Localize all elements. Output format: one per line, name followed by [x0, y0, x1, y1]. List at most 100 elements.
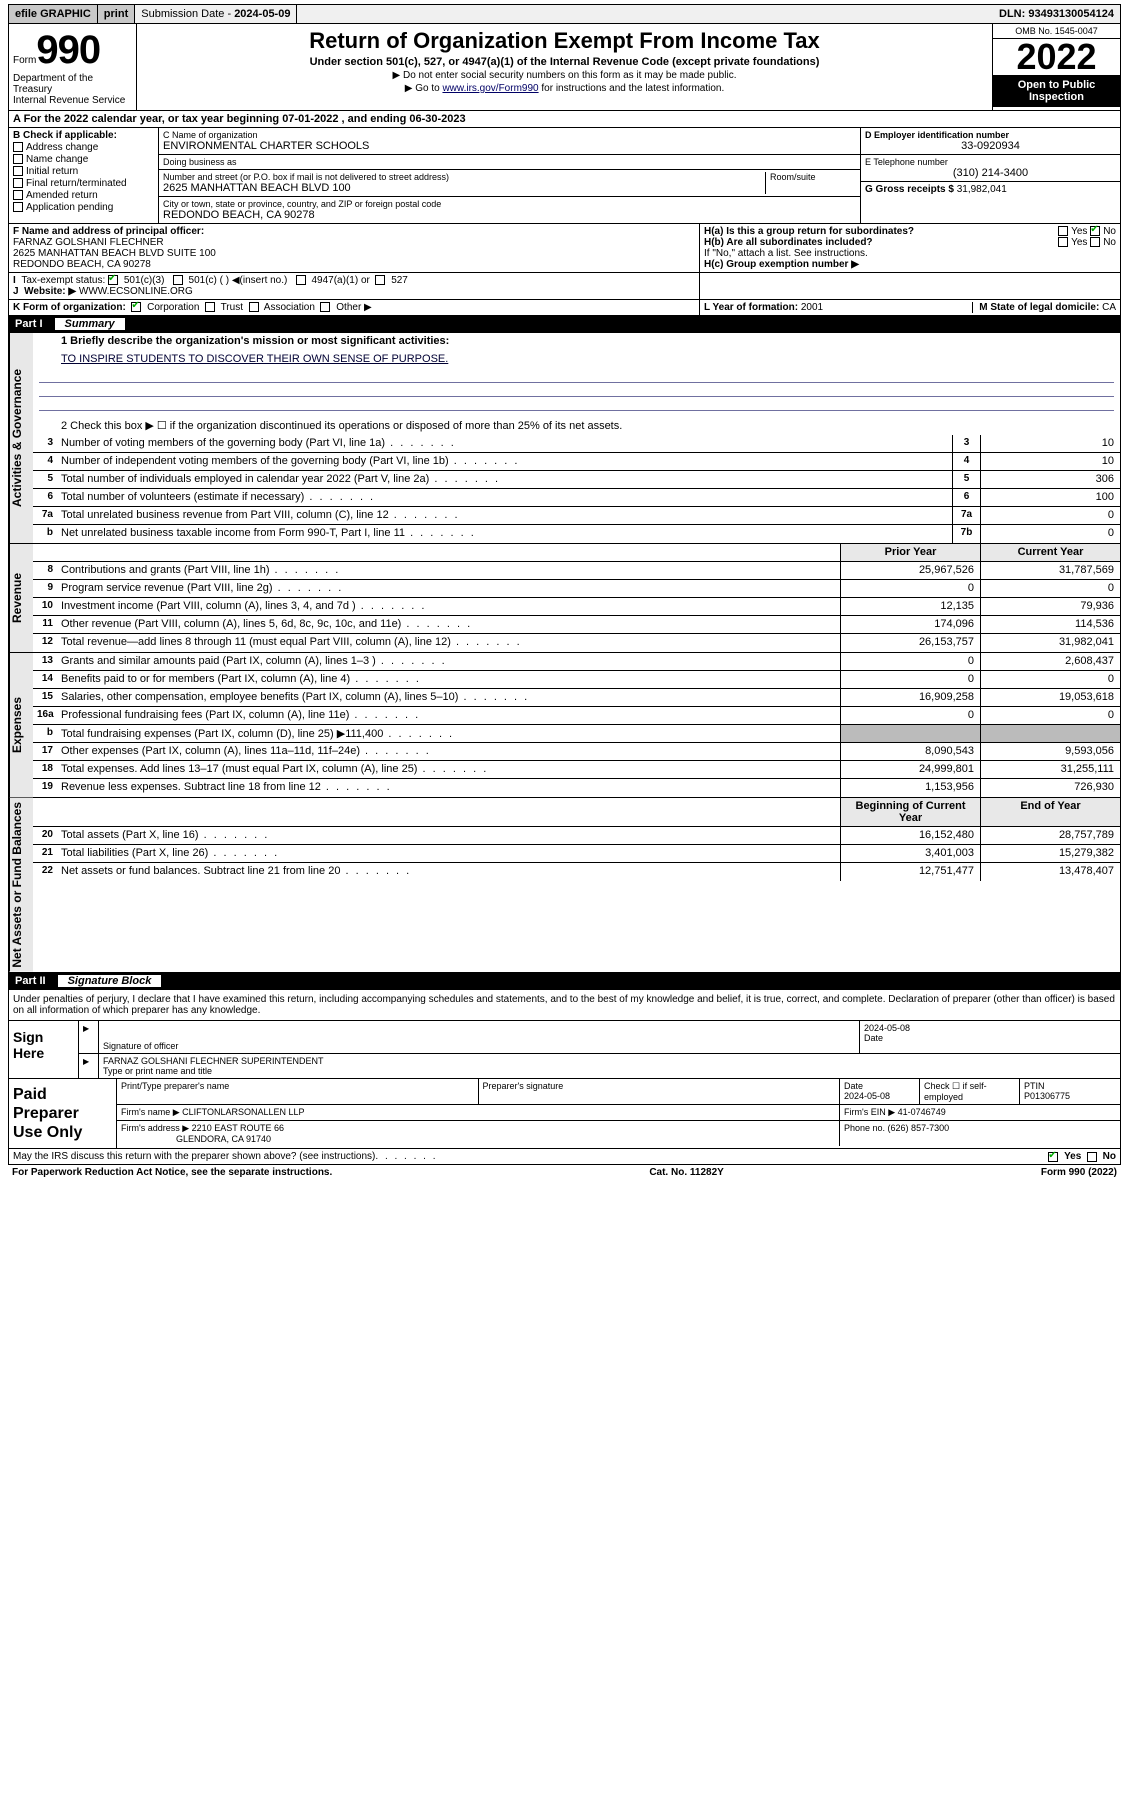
opt-corporation: Corporation	[147, 302, 199, 313]
city-label: City or town, state or province, country…	[163, 199, 856, 209]
line-value: 100	[980, 489, 1120, 506]
chk-trust[interactable]	[205, 302, 215, 312]
line-text: Total fundraising expenses (Part IX, col…	[57, 725, 840, 742]
chk-association[interactable]	[249, 302, 259, 312]
sign-here-block: Sign Here Signature of officer 2024-05-0…	[8, 1021, 1121, 1079]
submission-label: Submission Date -	[141, 8, 234, 20]
summary-row: b Total fundraising expenses (Part IX, c…	[33, 725, 1120, 743]
summary-row: 16a Professional fundraising fees (Part …	[33, 707, 1120, 725]
ha-yes[interactable]	[1058, 226, 1068, 236]
firm-ein-label: Firm's EIN ▶	[844, 1107, 895, 1117]
line-num: 18	[33, 761, 57, 778]
governance-block: Activities & Governance 1 Briefly descri…	[8, 333, 1121, 544]
discuss-yes[interactable]	[1048, 1152, 1058, 1162]
efile-button[interactable]: efile GRAPHIC	[9, 5, 98, 23]
form-org-label: K Form of organization:	[13, 302, 126, 313]
discuss-no[interactable]	[1087, 1152, 1097, 1162]
prep-phone-label: Phone no.	[844, 1123, 888, 1133]
line-text: Total unrelated business revenue from Pa…	[57, 507, 952, 524]
mission-blank-line	[39, 369, 1114, 383]
no-label: No	[1103, 226, 1116, 237]
line-num: b	[33, 725, 57, 742]
tab-net-assets: Net Assets or Fund Balances	[9, 798, 33, 972]
line-num: 13	[33, 653, 57, 670]
hb-no[interactable]	[1090, 237, 1100, 247]
row-k-l-m: K Form of organization: Corporation Trus…	[8, 300, 1121, 316]
line-text: Net assets or fund balances. Subtract li…	[57, 863, 840, 881]
chk-527[interactable]	[375, 275, 385, 285]
hb-yes[interactable]	[1058, 237, 1068, 247]
chk-corporation[interactable]	[131, 302, 141, 312]
no-label: No	[1103, 1151, 1116, 1162]
line-text: Total expenses. Add lines 13–17 (must eq…	[57, 761, 840, 778]
officer-name: FARNAZ GOLSHANI FLECHNER	[13, 237, 164, 248]
section-c: C Name of organization ENVIRONMENTAL CHA…	[159, 128, 860, 223]
summary-row: 6 Total number of volunteers (estimate i…	[33, 489, 1120, 507]
opt-501c: 501(c) ( ) ◀(insert no.)	[189, 275, 288, 286]
arrow-icon	[79, 1021, 99, 1053]
dln: DLN: 93493130054124	[993, 5, 1120, 23]
prior-value: 0	[840, 707, 980, 724]
line-box: 3	[952, 435, 980, 452]
dept-treasury: Department of the Treasury	[13, 73, 132, 95]
summary-row: 19 Revenue less expenses. Subtract line …	[33, 779, 1120, 797]
chk-4947[interactable]	[296, 275, 306, 285]
phone-label: E Telephone number	[865, 157, 1116, 167]
summary-row: 3 Number of voting members of the govern…	[33, 435, 1120, 453]
top-toolbar: efile GRAPHIC print Submission Date - 20…	[8, 4, 1121, 24]
chk-amended-return[interactable]: Amended return	[13, 190, 154, 201]
gross-value: 31,982,041	[957, 184, 1007, 195]
firm-addr1-value: 2210 EAST ROUTE 66	[192, 1123, 284, 1133]
chk-501c3[interactable]	[108, 275, 118, 285]
chk-final-return[interactable]: Final return/terminated	[13, 178, 154, 189]
line-text: Total number of volunteers (estimate if …	[57, 489, 952, 506]
line-num: 3	[33, 435, 57, 452]
row-i-j: I Tax-exempt status: 501(c)(3) 501(c) ( …	[8, 273, 1121, 300]
line-num: 4	[33, 453, 57, 470]
sig-name-label: Type or print name and title	[103, 1066, 212, 1076]
room-label: Room/suite	[770, 172, 856, 182]
sig-date-value: 2024-05-08	[864, 1023, 910, 1033]
current-value: 13,478,407	[980, 863, 1120, 881]
tab-revenue: Revenue	[9, 544, 33, 652]
current-value: 31,787,569	[980, 562, 1120, 579]
summary-row: 9 Program service revenue (Part VIII, li…	[33, 580, 1120, 598]
ha-no[interactable]	[1090, 226, 1100, 236]
officer-addr1: 2625 MANHATTAN BEACH BLVD SUITE 100	[13, 248, 216, 259]
summary-row: 8 Contributions and grants (Part VIII, l…	[33, 562, 1120, 580]
line-text: Investment income (Part VIII, column (A)…	[57, 598, 840, 615]
prior-value: 3,401,003	[840, 845, 980, 862]
form-header: Form990 Department of the Treasury Inter…	[8, 24, 1121, 111]
line-num: 8	[33, 562, 57, 579]
submission-value: 2024-05-09	[234, 8, 290, 20]
tab-expenses: Expenses	[9, 653, 33, 797]
line-text: Salaries, other compensation, employee b…	[57, 689, 840, 706]
opt-trust: Trust	[221, 302, 243, 313]
summary-row: 10 Investment income (Part VIII, column …	[33, 598, 1120, 616]
summary-row: 15 Salaries, other compensation, employe…	[33, 689, 1120, 707]
pra-notice: For Paperwork Reduction Act Notice, see …	[12, 1167, 332, 1178]
line-num: 21	[33, 845, 57, 862]
hc-label: H(c) Group exemption number ▶	[704, 259, 859, 270]
part-ii-title: Signature Block	[58, 975, 162, 987]
chk-address-change[interactable]: Address change	[13, 142, 154, 153]
print-button[interactable]: print	[98, 5, 135, 23]
chk-other[interactable]	[320, 302, 330, 312]
prep-date-value: 2024-05-08	[844, 1091, 890, 1101]
line-text: Other revenue (Part VIII, column (A), li…	[57, 616, 840, 633]
officer-label: F Name and address of principal officer:	[13, 226, 204, 237]
chk-label: Application pending	[26, 202, 113, 213]
line-num: 15	[33, 689, 57, 706]
chk-application-pending[interactable]: Application pending	[13, 202, 154, 213]
opt-501c3: 501(c)(3)	[124, 275, 165, 286]
line-text: Number of independent voting members of …	[57, 453, 952, 470]
chk-initial-return[interactable]: Initial return	[13, 166, 154, 177]
part-i-title: Summary	[55, 318, 125, 330]
irs-link[interactable]: www.irs.gov/Form990	[442, 83, 538, 94]
current-value: 0	[980, 671, 1120, 688]
current-value	[980, 725, 1120, 742]
hdr-beginning: Beginning of Current Year	[840, 798, 980, 826]
ein-label: D Employer identification number	[865, 130, 1009, 140]
chk-name-change[interactable]: Name change	[13, 154, 154, 165]
chk-501c[interactable]	[173, 275, 183, 285]
